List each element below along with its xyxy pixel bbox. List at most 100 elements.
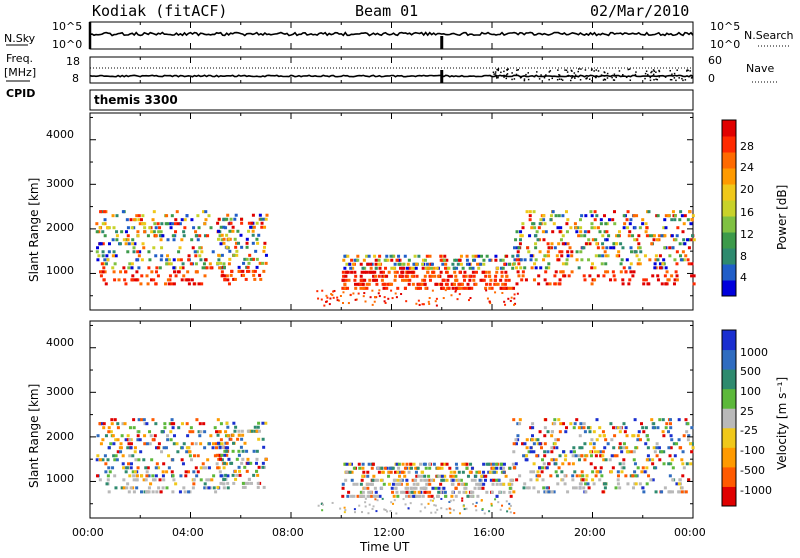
velocity-cell xyxy=(371,507,374,510)
power-cell xyxy=(232,253,236,257)
power-cell xyxy=(433,274,437,278)
power-cell xyxy=(385,274,389,278)
nave-point xyxy=(540,74,542,76)
power-cell xyxy=(249,257,253,261)
velocity-cell xyxy=(430,478,434,482)
velocity-cell xyxy=(577,458,581,462)
power-cell xyxy=(227,237,231,241)
power-colorbar-band xyxy=(722,120,736,137)
velocity-cell xyxy=(631,474,635,478)
velocity-cell xyxy=(502,466,506,470)
velocity-cell xyxy=(219,422,223,426)
left-tick-2b: 8 xyxy=(72,72,79,85)
power-cell xyxy=(679,210,683,214)
power-cell xyxy=(113,278,117,282)
power-cell xyxy=(236,229,240,233)
velocity-cell xyxy=(95,474,99,478)
velocity-cell xyxy=(586,482,590,486)
power-cell xyxy=(552,222,556,226)
power-cell xyxy=(590,262,594,266)
power-cell xyxy=(363,278,367,282)
power-cell xyxy=(608,278,612,282)
velocity-cell xyxy=(462,490,466,494)
velocity-cell xyxy=(545,486,549,490)
velocity-cell xyxy=(581,474,585,478)
velocity-cell xyxy=(578,434,582,438)
power-cell xyxy=(155,270,159,274)
velocity-cell xyxy=(449,511,452,514)
power-cell xyxy=(117,278,121,282)
power-cell xyxy=(369,262,373,266)
velocity-cell xyxy=(613,434,617,438)
power-cell xyxy=(439,282,443,286)
power-cell xyxy=(685,238,689,242)
freq-label: Freq. xyxy=(6,52,33,65)
velocity-cell xyxy=(395,512,398,515)
power-cell xyxy=(559,226,563,230)
power-cell xyxy=(187,254,191,258)
velocity-cell xyxy=(545,466,549,470)
power-cell xyxy=(505,254,509,258)
power-cell xyxy=(400,293,403,296)
velocity-cell xyxy=(364,497,367,500)
power-cell xyxy=(675,274,679,278)
velocity-cell xyxy=(505,500,508,503)
velocity-cell xyxy=(611,426,615,430)
power-cell xyxy=(488,286,492,290)
velocity-cell xyxy=(170,418,174,422)
power-cell xyxy=(648,234,652,238)
power-cell xyxy=(165,214,169,218)
velocity-cell xyxy=(343,462,347,466)
velocity-cell xyxy=(131,454,135,458)
velocity-cell xyxy=(455,466,459,470)
power-cell xyxy=(263,245,267,249)
velocity-cell xyxy=(684,490,688,494)
velocity-cell xyxy=(481,486,485,490)
power-cell xyxy=(257,233,261,237)
velocity-cell xyxy=(445,462,449,466)
power-cell xyxy=(152,230,156,234)
velocity-cell xyxy=(157,486,161,490)
power-cell xyxy=(514,238,518,242)
power-cell xyxy=(229,273,233,277)
velocity-cell xyxy=(320,502,323,505)
power-cell xyxy=(353,282,357,286)
velocity-cell xyxy=(483,512,486,515)
power-cell xyxy=(222,265,226,269)
power-cell xyxy=(514,302,517,305)
power-cell xyxy=(136,258,140,262)
nave-point xyxy=(551,77,554,80)
nave-point xyxy=(613,73,616,75)
nave-point xyxy=(652,69,655,71)
velocity-cell xyxy=(668,422,672,426)
velocity-cell xyxy=(664,426,668,430)
power-cell xyxy=(656,258,660,262)
velocity-cell xyxy=(543,490,547,494)
power-cell xyxy=(347,302,350,305)
power-cell xyxy=(114,254,118,258)
velocity-cell xyxy=(616,426,620,430)
power-cell xyxy=(245,237,249,241)
power-cell xyxy=(442,297,445,300)
velocity-cell xyxy=(562,450,566,454)
velocity-cell xyxy=(633,462,637,466)
velocity-cell xyxy=(101,458,105,462)
velocity-cell xyxy=(619,446,623,450)
velocity-cell xyxy=(135,478,139,482)
velocity-cell xyxy=(189,426,193,430)
nave-point xyxy=(603,78,606,80)
power-cell xyxy=(495,266,499,270)
velocity-cell xyxy=(592,442,596,446)
velocity-cell xyxy=(359,482,363,486)
power-cell xyxy=(260,221,264,225)
power-cell xyxy=(434,300,437,303)
power-cell xyxy=(667,278,671,282)
power-cell xyxy=(652,234,656,238)
power-cell xyxy=(656,238,660,242)
velocity-cell xyxy=(383,508,386,511)
velocity-cell xyxy=(417,494,421,498)
velocity-cell xyxy=(115,458,119,462)
velocity-cell xyxy=(120,486,124,490)
velocity-cell xyxy=(669,426,673,430)
power-cell xyxy=(366,262,370,266)
